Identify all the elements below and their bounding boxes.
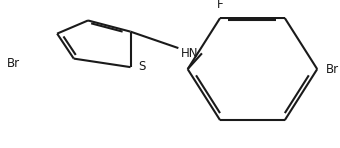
Text: Br: Br	[7, 57, 20, 70]
Text: S: S	[138, 60, 145, 73]
Text: Br: Br	[325, 63, 339, 76]
Text: HN: HN	[181, 47, 198, 60]
Text: F: F	[217, 0, 223, 11]
